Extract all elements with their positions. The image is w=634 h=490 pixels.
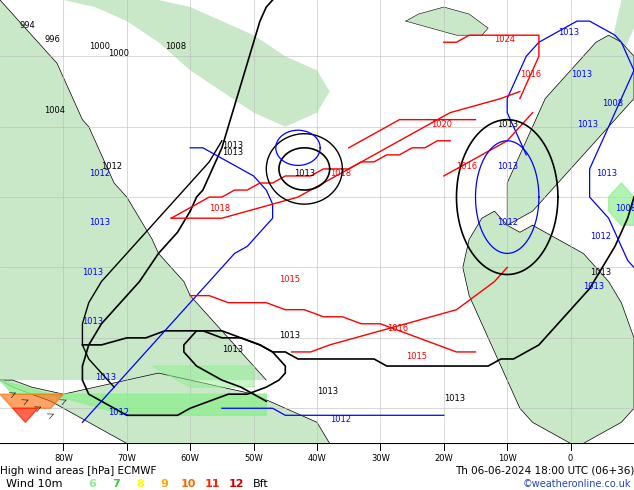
Text: 1013: 1013 [571,71,592,79]
Text: 1013: 1013 [82,268,103,276]
Text: 1013: 1013 [590,268,611,276]
Text: 1008: 1008 [615,204,634,213]
Text: 1013: 1013 [294,169,315,178]
Polygon shape [463,211,634,443]
Text: 1012: 1012 [496,218,518,227]
Text: 1013: 1013 [89,218,110,227]
Text: 1013: 1013 [558,28,579,37]
Text: 1013: 1013 [317,387,338,396]
Text: Th 06-06-2024 18:00 UTC (06+36): Th 06-06-2024 18:00 UTC (06+36) [455,466,634,476]
Text: 1013: 1013 [222,141,243,150]
Text: Bft: Bft [253,479,268,489]
Polygon shape [13,408,38,422]
Text: ©weatheronline.co.uk: ©weatheronline.co.uk [522,479,631,489]
Polygon shape [0,0,330,127]
Text: 1013: 1013 [82,317,103,326]
Text: 1013: 1013 [596,169,617,178]
Text: 9: 9 [160,479,168,489]
Text: 1013: 1013 [577,120,598,129]
Text: 7: 7 [112,479,120,489]
Text: 0: 0 [568,454,573,463]
Polygon shape [0,0,266,380]
Polygon shape [152,366,254,387]
Text: 1013: 1013 [583,282,604,291]
Text: High wind areas [hPa] ECMWF: High wind areas [hPa] ECMWF [0,466,157,476]
Text: Wind 10m: Wind 10m [6,479,63,489]
Text: 1013: 1013 [222,345,243,354]
Text: 996: 996 [44,35,60,44]
Text: 10: 10 [181,479,196,489]
Text: 1013: 1013 [496,162,518,171]
Text: 1013: 1013 [222,148,243,157]
Text: 1015: 1015 [406,352,427,361]
Text: 1012: 1012 [590,232,611,241]
Text: 1016: 1016 [520,71,541,79]
Polygon shape [0,394,63,408]
Text: 1020: 1020 [431,120,452,129]
Text: 1012: 1012 [330,416,351,424]
Polygon shape [0,373,330,443]
Text: 1016: 1016 [387,324,408,333]
Text: 1004: 1004 [44,106,65,115]
Text: 1016: 1016 [456,162,477,171]
Text: 70W: 70W [117,454,136,463]
Text: 1012: 1012 [101,162,122,171]
Text: 1013: 1013 [496,120,518,129]
Text: 1018: 1018 [209,204,230,213]
Text: 8: 8 [136,479,144,489]
Text: 1008: 1008 [602,98,623,108]
Text: 1000: 1000 [89,42,110,51]
Text: 1013: 1013 [279,331,300,340]
Text: 1018: 1018 [330,169,351,178]
Text: 60W: 60W [181,454,200,463]
Text: 30W: 30W [371,454,390,463]
Text: 1015: 1015 [279,274,300,284]
Text: 11: 11 [205,479,220,489]
Text: 1013: 1013 [95,373,116,382]
Polygon shape [406,7,488,35]
Polygon shape [609,183,634,225]
Text: 1013: 1013 [444,394,465,403]
Polygon shape [0,380,266,416]
Text: 6: 6 [88,479,96,489]
Text: 40W: 40W [307,454,327,463]
Text: 10W: 10W [498,454,517,463]
Text: 20W: 20W [434,454,453,463]
Text: 50W: 50W [244,454,263,463]
Text: 1012: 1012 [108,408,129,417]
Text: 80W: 80W [54,454,73,463]
Text: 12: 12 [229,479,244,489]
Text: 1012: 1012 [89,169,110,178]
Text: 1000: 1000 [108,49,129,58]
Polygon shape [596,0,634,92]
Polygon shape [507,35,634,225]
Text: 994: 994 [19,21,35,30]
Text: 1024: 1024 [495,35,515,44]
Text: 1008: 1008 [165,42,186,51]
